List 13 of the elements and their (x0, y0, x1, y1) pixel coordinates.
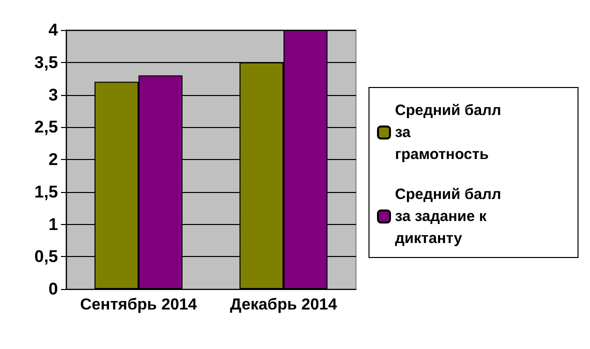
y-tick-label: 0 (48, 280, 58, 298)
y-tick-label: 2 (48, 150, 58, 169)
y-tick-label: 3 (48, 85, 58, 104)
legend-label: Средний балл за задание к диктанту (395, 186, 506, 247)
y-tick-label: 1,5 (34, 182, 58, 202)
y-tick-label: 2,5 (34, 118, 58, 137)
y-tick-label: 1 (48, 214, 58, 234)
y-tick-label: 3,5 (34, 52, 58, 72)
legend-label: Средний балл за грамотность (395, 102, 506, 163)
y-tick-label: 0,5 (34, 247, 58, 266)
x-tick-label: Декабрь 2014 (230, 296, 338, 314)
y-tick-label: 4 (48, 20, 59, 40)
x-tick-label: Сентябрь 2014 (80, 296, 198, 314)
